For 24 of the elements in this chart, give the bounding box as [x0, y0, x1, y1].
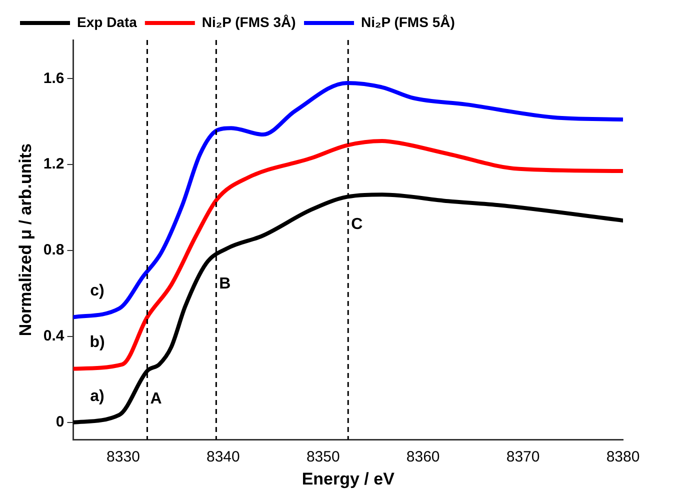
legend-label: Ni₂P (FMS 5Å) [361, 14, 455, 30]
y-tick-label: 1.2 [43, 156, 64, 173]
y-tick-label: 0.8 [43, 242, 64, 259]
annotation: a) [90, 388, 104, 405]
ref-line-label: C [351, 216, 364, 234]
y-axis-title: Normalized μ / arb.units [16, 143, 35, 336]
annotation: c) [90, 282, 104, 300]
annotation: b) [90, 334, 105, 352]
x-tick-label: 8350 [306, 448, 340, 466]
y-tick-label: 1.6 [43, 70, 64, 87]
x-tick-label: 8370 [506, 448, 540, 466]
line-series [73, 80, 623, 320]
legend-label: Ni₂P (FMS 3Å) [202, 14, 296, 30]
y-tick-label: 0 [56, 414, 64, 431]
legend-label: Exp Data [77, 14, 138, 30]
ref-line-label: B [219, 276, 231, 293]
x-tick-label: 8340 [206, 448, 240, 466]
x-axis-title: Energy / eV [302, 469, 396, 488]
line-series [73, 138, 623, 371]
x-tick-label: 8380 [606, 448, 640, 466]
x-tick-label: 8360 [406, 448, 440, 466]
y-tick-label: 0.4 [43, 328, 65, 345]
ref-line-label: A [150, 390, 162, 408]
x-tick-label: 8330 [106, 448, 140, 466]
